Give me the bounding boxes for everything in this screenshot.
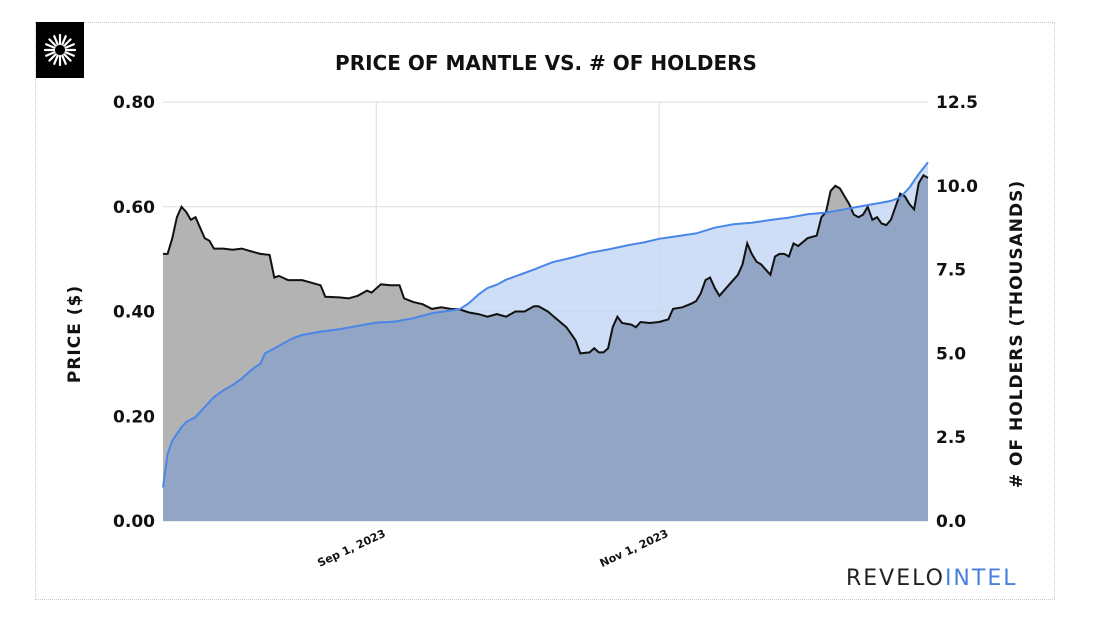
y2-tick-label: 7.5	[936, 261, 966, 281]
y2-tick-label: 10.0	[936, 177, 978, 197]
y-axis-right: 0.0 2.5 5.0 7.5 10.0 12.5	[936, 93, 978, 532]
x-tick-label: Nov 1, 2023	[598, 527, 671, 570]
x-tick-label: Sep 1, 2023	[316, 527, 388, 570]
y2-tick-label: 12.5	[936, 93, 978, 113]
y2-tick-label: 2.5	[936, 428, 966, 448]
sunburst-logo-icon	[36, 22, 84, 78]
chart-title: PRICE OF MANTLE VS. # OF HOLDERS	[335, 51, 757, 75]
y2-tick-label: 5.0	[936, 344, 966, 364]
y2-axis-title: # OF HOLDERS (THOUSANDS)	[1007, 180, 1027, 488]
y-tick-label: 0.20	[113, 407, 155, 427]
y-tick-label: 0.00	[113, 512, 155, 532]
plot-area	[162, 161, 929, 522]
chart-frame	[35, 22, 1055, 600]
y-axis-title: PRICE ($)	[65, 285, 85, 383]
y-tick-label: 0.60	[113, 198, 155, 218]
brand-part2: INTEL	[944, 566, 1018, 591]
y2-tick-label: 0.0	[936, 512, 966, 532]
y-axis-left: 0.00 0.20 0.40 0.60 0.80	[113, 93, 155, 532]
series-line-left	[163, 173, 929, 355]
brand-logo: REVELOINTEL	[846, 566, 1017, 591]
overlap-area	[163, 175, 928, 521]
y-tick-label: 0.80	[113, 93, 155, 113]
brand-part1: REVELO	[846, 566, 945, 591]
series-line-right	[162, 161, 929, 488]
x-axis: Sep 1, 2023 Nov 1, 2023	[316, 527, 671, 570]
y-tick-label: 0.40	[113, 303, 155, 323]
